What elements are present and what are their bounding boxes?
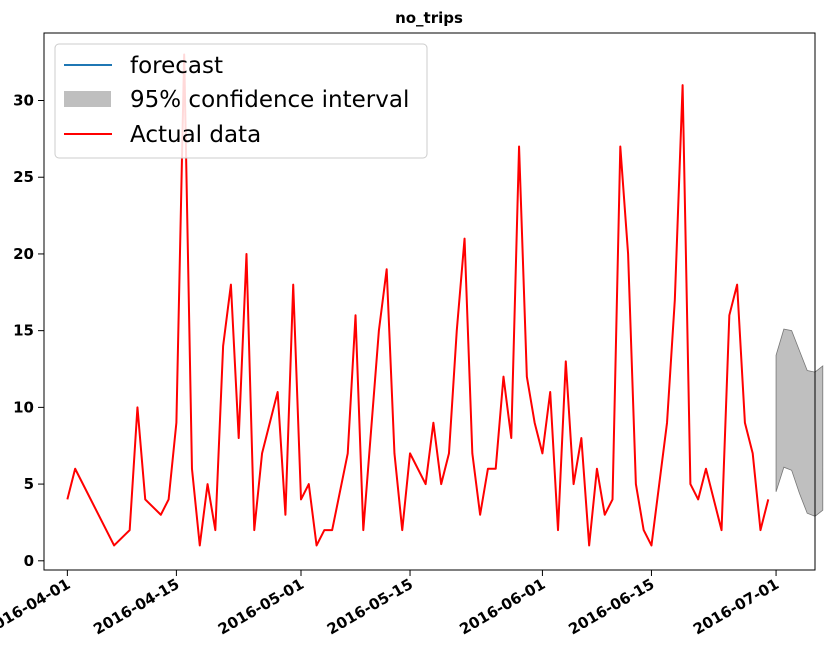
- x-tick-label: 2016-04-01: [0, 575, 73, 639]
- y-tick-label: 25: [13, 168, 34, 186]
- x-tick-label: 2016-05-15: [324, 575, 416, 639]
- x-tick-label: 2016-04-15: [90, 575, 182, 639]
- y-tick-label: 5: [24, 475, 34, 493]
- series-line-actual-data: [66, 53, 770, 547]
- chart-title: no_trips: [395, 9, 463, 27]
- legend: forecast 95% confidence interval Actual …: [54, 43, 428, 159]
- confidence-band: [775, 328, 824, 517]
- actual-data-layer: [66, 53, 770, 547]
- legend-forecast-label: forecast: [130, 53, 223, 79]
- x-tick-label: 2016-05-01: [215, 575, 307, 639]
- legend-ci-swatch: [64, 91, 111, 107]
- y-tick-label: 10: [13, 398, 34, 416]
- y-tick-label: 0: [24, 552, 34, 570]
- x-tick-label: 2016-06-15: [565, 575, 657, 639]
- legend-actual-label: Actual data: [130, 122, 261, 148]
- plot-frame: [43, 32, 816, 571]
- y-tick-label: 30: [13, 92, 34, 110]
- x-tick-label: 2016-07-01: [690, 575, 782, 639]
- y-tick-label: 15: [13, 322, 34, 340]
- confidence-band-layer: [775, 328, 824, 517]
- y-tick-label: 20: [13, 245, 34, 263]
- legend-ci-label: 95% confidence interval: [130, 87, 409, 113]
- legend-box: [54, 43, 428, 159]
- x-axis: 2016-04-01 2016-04-15 2016-05-01 2016-05-15…: [0, 570, 782, 638]
- y-axis: 0 5 10 15 20 25 30: [13, 92, 44, 570]
- x-tick-label: 2016-06-01: [456, 575, 548, 639]
